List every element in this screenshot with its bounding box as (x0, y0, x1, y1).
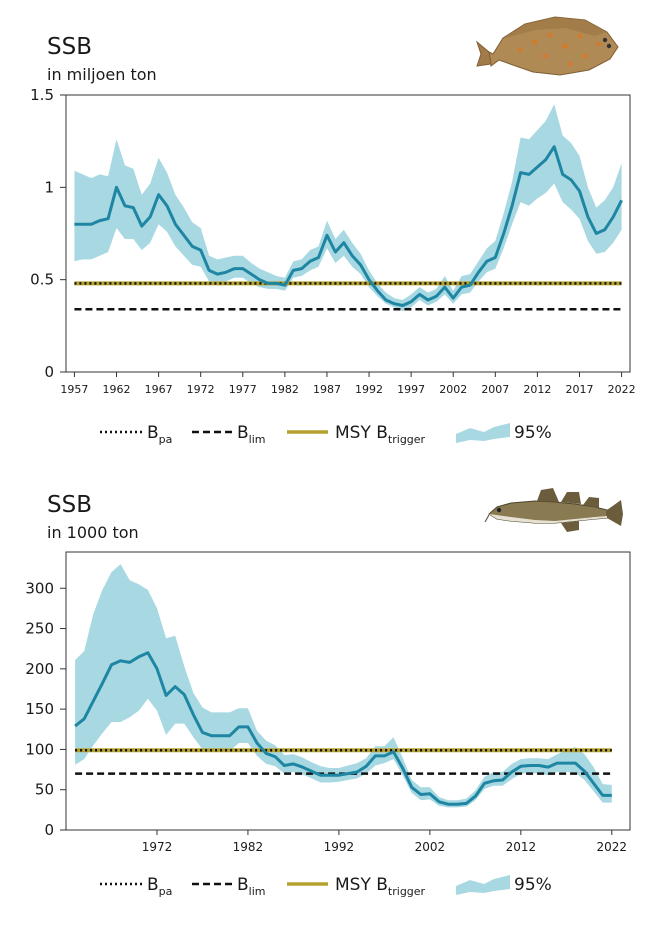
legend-msy-label: MSY B (335, 423, 388, 443)
x-tick-label: 2002 (439, 383, 467, 396)
chart-plaice: SSB in miljoen ton 0 0.5 1 1.5 1957 1962 1967 1… (30, 16, 636, 446)
y-tick-label: 0 (44, 363, 54, 381)
x-tick-label: 1962 (103, 383, 131, 396)
svg-text:Bpa: Bpa (147, 423, 172, 446)
legend-blim-label: B (237, 875, 249, 895)
chart-2-legend: Bpa Blim MSY Btrigger 95% (100, 875, 552, 898)
plaice-icon (475, 16, 619, 76)
legend-bpa: Bpa (100, 875, 172, 898)
chart-cod: SSB in 1000 ton 0 50 100 150 200 250 300 1972 19… (25, 488, 631, 898)
legend-bpa: Bpa (100, 423, 172, 446)
chart-1-plot: 0 0.5 1 1.5 1957 1962 1967 1972 1977 1982 1987 1992… (30, 86, 635, 396)
legend-ci-label: 95% (514, 875, 552, 895)
chart-1-legend: Bpa Blim MSY Btrigger 95% (100, 423, 552, 446)
plot-frame (65, 94, 631, 373)
y-tick-label: 100 (25, 740, 54, 758)
cod-icon (484, 488, 623, 532)
y-tick-label: 300 (25, 579, 54, 597)
x-tick-label: 2022 (608, 383, 636, 396)
x-tick-label: 1992 (355, 383, 383, 396)
legend-ci: 95% (456, 423, 552, 443)
chart-2-title: SSB (47, 492, 92, 518)
x-tick-label: 2017 (565, 383, 593, 396)
x-tick-label: 1967 (145, 383, 173, 396)
legend-msy: MSY Btrigger (287, 875, 426, 898)
legend-ci: 95% (456, 875, 552, 895)
x-tick-label: 1987 (313, 383, 341, 396)
x-tick-label: 1997 (397, 383, 425, 396)
svg-text:MSY Btrigger: MSY Btrigger (335, 423, 426, 446)
chart-2-subtitle: in 1000 ton (47, 523, 139, 542)
svg-text:Blim: Blim (237, 875, 266, 898)
svg-text:Bpa: Bpa (147, 875, 172, 898)
y-tick-label: 1 (44, 178, 54, 196)
ci-band (75, 564, 612, 808)
y-tick-label: 1.5 (30, 86, 54, 104)
x-tick-label: 1957 (60, 383, 88, 396)
x-tick-label: 2022 (597, 840, 628, 854)
svg-text:Blim: Blim (237, 423, 266, 446)
y-tick-label: 50 (35, 781, 54, 799)
x-tick-label: 2012 (523, 383, 551, 396)
legend-bpa-label: B (147, 423, 159, 443)
legend-msy-sub: trigger (388, 885, 426, 898)
x-tick-label: 1977 (229, 383, 257, 396)
legend-msy: MSY Btrigger (287, 423, 426, 446)
x-tick-label: 1982 (233, 840, 264, 854)
legend-bpa-sub: pa (159, 885, 173, 898)
chart-2-plot: 0 50 100 150 200 250 300 1972 1982 1992 2002 2012 20… (25, 551, 631, 854)
legend-msy-label: MSY B (335, 875, 388, 895)
y-tick-label: 250 (25, 620, 54, 638)
y-tick-label: 0.5 (30, 271, 54, 289)
legend-blim: Blim (192, 875, 266, 898)
ssb-line (74, 145, 623, 307)
legend-bpa-label: B (147, 875, 159, 895)
plot-frame (65, 551, 631, 831)
legend-blim-label: B (237, 423, 249, 443)
x-tick-label: 1982 (271, 383, 299, 396)
y-tick-label: 150 (25, 700, 54, 718)
x-tick-label: 1992 (324, 840, 355, 854)
x-tick-label: 1972 (187, 383, 215, 396)
chart-1-subtitle: in miljoen ton (47, 65, 157, 84)
ssb-line (74, 651, 612, 806)
legend-bpa-sub: pa (159, 433, 173, 446)
y-tick-label: 200 (25, 660, 54, 678)
legend-blim: Blim (192, 423, 266, 446)
svg-text:MSY Btrigger: MSY Btrigger (335, 875, 426, 898)
x-tick-label: 2012 (506, 840, 537, 854)
x-tick-label: 1972 (142, 840, 173, 854)
chart-1-title: SSB (47, 34, 92, 60)
legend-msy-sub: trigger (388, 433, 426, 446)
legend-ci-label: 95% (514, 423, 552, 443)
y-tick-label: 0 (44, 821, 54, 839)
legend-blim-sub: lim (249, 433, 266, 446)
ci-band (74, 104, 622, 312)
x-tick-label: 2002 (415, 840, 446, 854)
x-tick-label: 2007 (481, 383, 509, 396)
legend-blim-sub: lim (249, 885, 266, 898)
